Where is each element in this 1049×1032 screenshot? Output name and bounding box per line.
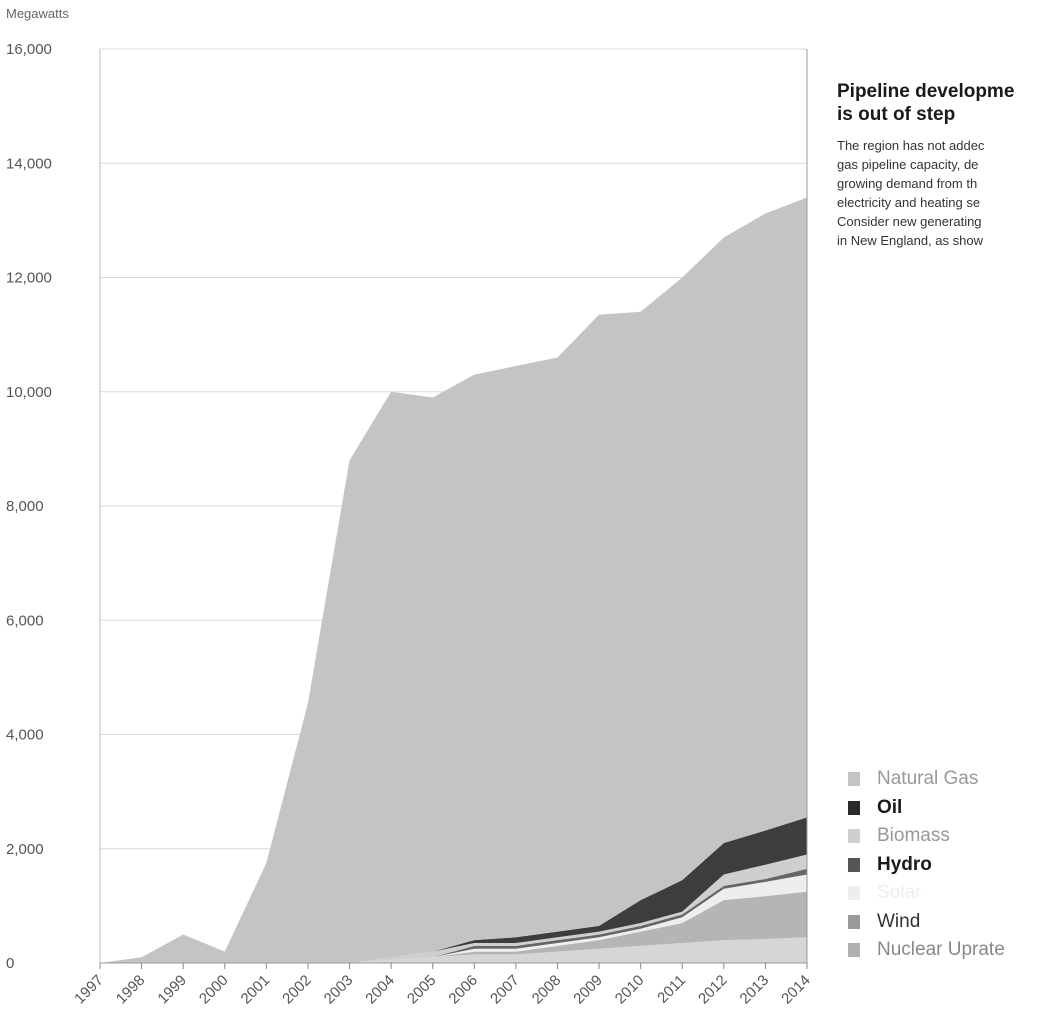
sidebar-body-line: gas pipeline capacity, de (837, 157, 979, 172)
x-tick-label: 2000 (196, 972, 232, 1008)
legend-swatch (848, 829, 860, 844)
sidebar-body-line: The region has not addec (837, 138, 985, 153)
legend-swatch (848, 886, 860, 901)
legend-label: Biomass (877, 825, 950, 847)
y-axis-title: Megawatts (6, 6, 69, 21)
x-tick-label: 2011 (654, 972, 689, 1007)
legend-item-hydro: Hydro (848, 851, 1005, 880)
sidebar-annotation: Pipeline developme is out of step The re… (837, 80, 1049, 250)
x-tick-label: 2005 (404, 972, 440, 1008)
area-series (100, 197, 807, 963)
x-tick-label: 2002 (279, 972, 315, 1008)
y-tick-label: 0 (6, 955, 14, 972)
legend-item-solar: Solar (848, 879, 1005, 908)
sidebar-title: Pipeline developme is out of step (837, 80, 1049, 126)
x-tick-label: 2009 (570, 972, 606, 1008)
chart-legend: Natural Gas Oil Biomass Hydro Solar Wind Nucle… (848, 765, 1005, 965)
y-tick-label: 2,000 (6, 841, 44, 858)
x-tick-label: 2006 (446, 972, 482, 1008)
legend-label: Natural Gas (877, 768, 979, 790)
area-natural-gas (100, 197, 807, 963)
sidebar-body-line: in New England, as show (837, 233, 983, 248)
legend-label: Hydro (877, 853, 932, 875)
legend-swatch (848, 800, 860, 815)
area-oil (100, 817, 807, 963)
legend-swatch (848, 914, 860, 929)
plot-frame (99, 49, 808, 964)
sidebar-body: The region has not addec gas pipeline ca… (837, 136, 1049, 250)
legend-item-biomass: Biomass (848, 822, 1005, 851)
legend-label: Oil (877, 796, 903, 818)
legend-swatch (848, 772, 860, 787)
sidebar-body-line: electricity and heating se (837, 195, 981, 210)
legend-item-natural-gas: Natural Gas (848, 765, 1005, 794)
x-tick-label: 1999 (154, 972, 190, 1008)
y-tick-label: 14,000 (6, 155, 52, 172)
sidebar-body-line: Consider new generating (837, 214, 982, 229)
y-tick-label: 8,000 (6, 498, 44, 515)
x-tick-label: 2003 (321, 972, 357, 1008)
x-tick-label: 2001 (238, 972, 274, 1008)
sidebar-body-line: growing demand from th (837, 176, 978, 191)
y-tick-label: 12,000 (6, 270, 52, 287)
y-tick-label: 10,000 (6, 384, 52, 401)
y-tick-label: 4,000 (6, 727, 44, 744)
x-tick-label: 2014 (778, 972, 814, 1008)
legend-label: Solar (877, 882, 922, 904)
sidebar-title-line-2: is out of step (837, 104, 956, 125)
legend-item-wind: Wind (848, 908, 1005, 937)
area-nuclear-uprate (100, 937, 807, 963)
legend-label: Nuclear Uprate (877, 939, 1005, 961)
area-wind (100, 891, 807, 963)
legend-swatch (848, 943, 860, 958)
legend-label: Wind (877, 910, 921, 932)
legend-item-oil: Oil (848, 794, 1005, 823)
x-tick-label: 1997 (71, 972, 107, 1008)
x-tick-label: 2007 (487, 972, 523, 1008)
legend-swatch (848, 857, 860, 872)
y-tick-label: 16,000 (6, 41, 52, 58)
x-tick-label: 1998 (113, 972, 149, 1008)
legend-item-nuclear-uprate: Nuclear Uprate (848, 936, 1005, 965)
sidebar-title-line-1: Pipeline developme (837, 81, 1015, 102)
x-tick-label: 2010 (612, 972, 648, 1008)
x-tick-label: 2012 (695, 972, 731, 1008)
x-tick-label: 2008 (529, 972, 565, 1008)
x-tick-label: 2013 (737, 972, 773, 1008)
y-tick-label: 6,000 (6, 612, 44, 629)
x-tick-label: 2004 (362, 972, 398, 1008)
